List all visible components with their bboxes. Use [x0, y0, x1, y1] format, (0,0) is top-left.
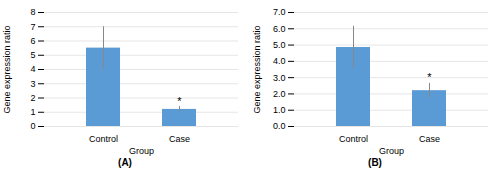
svg-text:1: 1: [30, 107, 35, 117]
svg-text:8: 8: [30, 7, 35, 17]
svg-text:0.0: 0.0: [273, 121, 286, 131]
svg-text:2.0: 2.0: [273, 89, 286, 99]
svg-text:Control: Control: [339, 134, 368, 144]
svg-text:4.0: 4.0: [273, 56, 286, 66]
svg-text:*: *: [427, 71, 432, 83]
html-text:(A): (A): [118, 157, 132, 168]
svg-text:Group: Group: [129, 146, 154, 156]
svg-text:7.0: 7.0: [273, 7, 286, 17]
html-text:(B): (B): [368, 157, 382, 168]
svg-text:7: 7: [30, 22, 35, 32]
svg-text:5: 5: [30, 50, 35, 60]
svg-text:Case: Case: [169, 134, 190, 144]
svg-text:2: 2: [30, 93, 35, 103]
svg-text:4: 4: [30, 64, 35, 74]
svg-text:6: 6: [30, 36, 35, 46]
svg-text:Gene expression ratio: Gene expression ratio: [2, 25, 12, 113]
svg-text:*: *: [177, 95, 182, 107]
svg-text:3.0: 3.0: [273, 73, 286, 83]
svg-text:5.0: 5.0: [273, 40, 286, 50]
svg-text:1.0: 1.0: [273, 105, 286, 115]
svg-text:6.0: 6.0: [273, 24, 286, 34]
svg-text:3: 3: [30, 79, 35, 89]
svg-text:Group: Group: [379, 146, 404, 156]
svg-text:Case: Case: [419, 134, 440, 144]
svg-text:Gene expression ratio: Gene expression ratio: [252, 25, 262, 113]
svg-text:0: 0: [30, 121, 35, 131]
svg-text:Control: Control: [89, 134, 118, 144]
